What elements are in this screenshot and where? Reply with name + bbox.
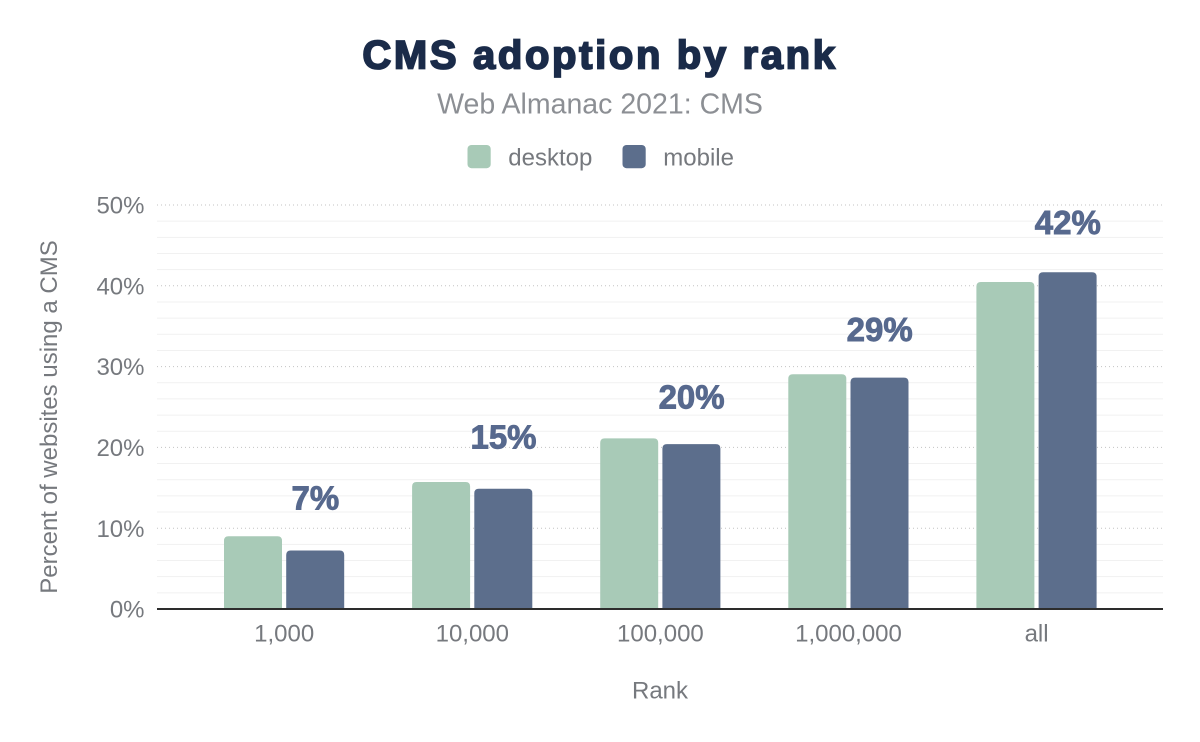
svg-text:50%: 50% — [96, 193, 144, 220]
svg-text:Web Almanac 2021: CMS: Web Almanac 2021: CMS — [437, 89, 763, 121]
svg-text:0%: 0% — [110, 597, 145, 624]
svg-text:42%: 42% — [1035, 204, 1101, 241]
svg-text:20%: 20% — [96, 435, 144, 462]
svg-text:15%: 15% — [470, 418, 536, 455]
svg-text:1,000,000: 1,000,000 — [795, 620, 902, 647]
svg-text:29%: 29% — [847, 311, 913, 348]
svg-text:10,000: 10,000 — [436, 620, 509, 647]
svg-text:7%: 7% — [292, 479, 340, 516]
svg-text:all: all — [1025, 620, 1049, 647]
svg-text:Rank: Rank — [632, 678, 689, 705]
svg-text:1,000: 1,000 — [254, 620, 314, 647]
svg-text:desktop: desktop — [508, 145, 592, 172]
svg-text:mobile: mobile — [663, 145, 734, 172]
svg-text:100,000: 100,000 — [617, 620, 704, 647]
svg-text:CMS adoption by rank: CMS adoption by rank — [362, 34, 837, 78]
svg-text:Percent of websites using a CM: Percent of websites using a CMS — [36, 240, 63, 594]
svg-text:30%: 30% — [96, 354, 144, 381]
svg-text:20%: 20% — [659, 379, 725, 416]
svg-text:40%: 40% — [96, 273, 144, 300]
svg-text:10%: 10% — [96, 516, 144, 543]
